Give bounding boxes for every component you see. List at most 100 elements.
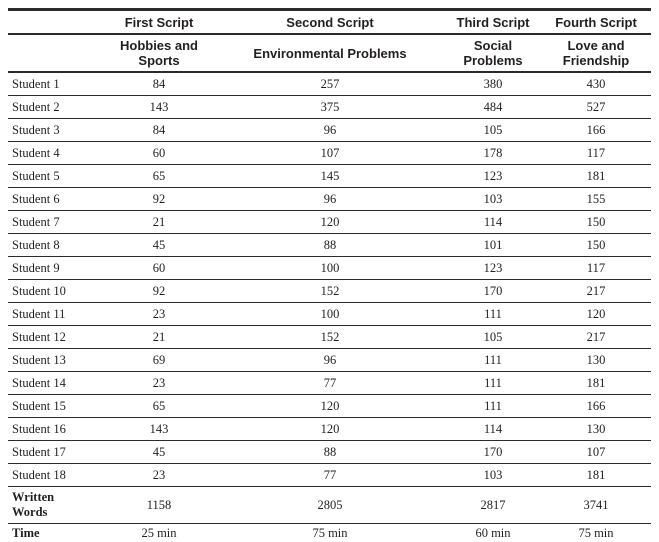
time-cell: 60 min — [475, 526, 511, 540]
col-header-second-script: Second Script — [215, 9, 445, 35]
word-count-cell: 375 — [215, 95, 445, 119]
student-label: Student 14 — [8, 371, 103, 395]
word-count-cell: 65 — [103, 164, 215, 188]
word-count-cell: 107 — [215, 141, 445, 165]
word-count-cell: 105 — [445, 325, 541, 349]
word-count-cell: 101 — [445, 233, 541, 257]
time-label: Time — [12, 526, 40, 540]
student-row: Student 6 92 96 103 155 — [8, 187, 651, 211]
word-count-cell: 107 — [541, 440, 651, 464]
written-words-row: Written Words 1158 2805 2817 3741 — [8, 486, 651, 524]
word-count-cell: 111 — [445, 394, 541, 418]
written-words-cell: 1158 — [103, 486, 215, 524]
word-count-cell: 65 — [103, 394, 215, 418]
word-count-cell: 92 — [103, 279, 215, 303]
word-count-cell: 96 — [215, 118, 445, 142]
word-count-cell: 100 — [215, 256, 445, 280]
student-word-count-table: First Script Second Script Third Script … — [8, 8, 651, 542]
word-count-cell: 527 — [541, 95, 651, 119]
word-count-cell: 69 — [103, 348, 215, 372]
corner-cell — [8, 9, 103, 35]
word-count-cell: 84 — [103, 72, 215, 96]
student-label: Student 3 — [8, 118, 103, 142]
word-count-cell: 150 — [541, 233, 651, 257]
student-row: Student 17 45 88 170 107 — [8, 440, 651, 464]
word-count-cell: 23 — [103, 371, 215, 395]
word-count-cell: 21 — [103, 325, 215, 349]
word-count-cell: 120 — [215, 417, 445, 441]
student-label: Student 12 — [8, 325, 103, 349]
word-count-cell: 23 — [103, 463, 215, 487]
student-label: Student 11 — [8, 302, 103, 326]
student-row: Student 3 84 96 105 166 — [8, 118, 651, 142]
written-words-cell: 2805 — [215, 486, 445, 524]
word-count-cell: 100 — [215, 302, 445, 326]
word-count-cell: 170 — [445, 440, 541, 464]
word-count-cell: 88 — [215, 233, 445, 257]
student-row: Student 15 65 120 111 166 — [8, 394, 651, 418]
written-words-cell: 2817 — [445, 486, 541, 524]
word-count-cell: 120 — [215, 394, 445, 418]
student-row: Student 18 23 77 103 181 — [8, 463, 651, 487]
student-label: Student 17 — [8, 440, 103, 464]
col-header-third-script: Third Script — [445, 9, 541, 35]
student-row: Student 11 23 100 111 120 — [8, 302, 651, 326]
summary-rows-body: Written Words 1158 2805 2817 3741 Time 2… — [8, 486, 651, 542]
col-header-fourth-script: Fourth Script — [541, 9, 651, 35]
student-label: Student 9 — [8, 256, 103, 280]
word-count-cell: 430 — [541, 72, 651, 96]
topic-environmental-problems: Environmental Problems — [215, 34, 445, 73]
topic-header-row: Hobbies and Sports Environmental Problem… — [8, 34, 651, 73]
word-count-cell: 170 — [445, 279, 541, 303]
student-row: Student 7 21 120 114 150 — [8, 210, 651, 234]
word-count-cell: 60 — [103, 256, 215, 280]
word-count-cell: 60 — [103, 141, 215, 165]
table-header: First Script Second Script Third Script … — [8, 9, 651, 73]
time-cell: 75 min — [312, 526, 348, 540]
word-count-cell: 117 — [541, 256, 651, 280]
word-count-cell: 123 — [445, 256, 541, 280]
word-count-cell: 96 — [215, 187, 445, 211]
col-header-first-script: First Script — [103, 9, 215, 35]
word-count-cell: 84 — [103, 118, 215, 142]
word-count-cell: 114 — [445, 210, 541, 234]
word-count-cell: 103 — [445, 187, 541, 211]
word-count-cell: 123 — [445, 164, 541, 188]
student-label: Student 15 — [8, 394, 103, 418]
word-count-cell: 181 — [541, 164, 651, 188]
word-count-cell: 152 — [215, 279, 445, 303]
student-label: Student 1 — [8, 72, 103, 96]
student-row: Student 12 21 152 105 217 — [8, 325, 651, 349]
word-count-cell: 166 — [541, 118, 651, 142]
student-row: Student 4 60 107 178 117 — [8, 141, 651, 165]
student-row: Student 5 65 145 123 181 — [8, 164, 651, 188]
student-row: Student 16 143 120 114 130 — [8, 417, 651, 441]
word-count-cell: 120 — [541, 302, 651, 326]
corner-cell — [8, 34, 103, 73]
student-row: Student 14 23 77 111 181 — [8, 371, 651, 395]
student-label: Student 7 — [8, 210, 103, 234]
word-count-cell: 114 — [445, 417, 541, 441]
student-label: Student 2 — [8, 95, 103, 119]
word-count-cell: 21 — [103, 210, 215, 234]
word-count-cell: 120 — [215, 210, 445, 234]
script-header-row: First Script Second Script Third Script … — [8, 9, 651, 35]
word-count-cell: 96 — [215, 348, 445, 372]
word-count-cell: 103 — [445, 463, 541, 487]
word-count-cell: 23 — [103, 302, 215, 326]
word-count-cell: 178 — [445, 141, 541, 165]
word-count-cell: 181 — [541, 371, 651, 395]
word-count-cell: 181 — [541, 463, 651, 487]
word-count-cell: 77 — [215, 463, 445, 487]
student-label: Student 6 — [8, 187, 103, 211]
student-row: Student 1 84 257 380 430 — [8, 72, 651, 96]
word-count-cell: 111 — [445, 348, 541, 372]
word-count-cell: 257 — [215, 72, 445, 96]
student-label: Student 13 — [8, 348, 103, 372]
student-row: Student 13 69 96 111 130 — [8, 348, 651, 372]
word-count-cell: 111 — [445, 371, 541, 395]
word-count-cell: 77 — [215, 371, 445, 395]
time-row: Time 25 min 75 min 60 min 75 min — [8, 524, 651, 542]
word-count-cell: 88 — [215, 440, 445, 464]
student-label: Student 18 — [8, 463, 103, 487]
